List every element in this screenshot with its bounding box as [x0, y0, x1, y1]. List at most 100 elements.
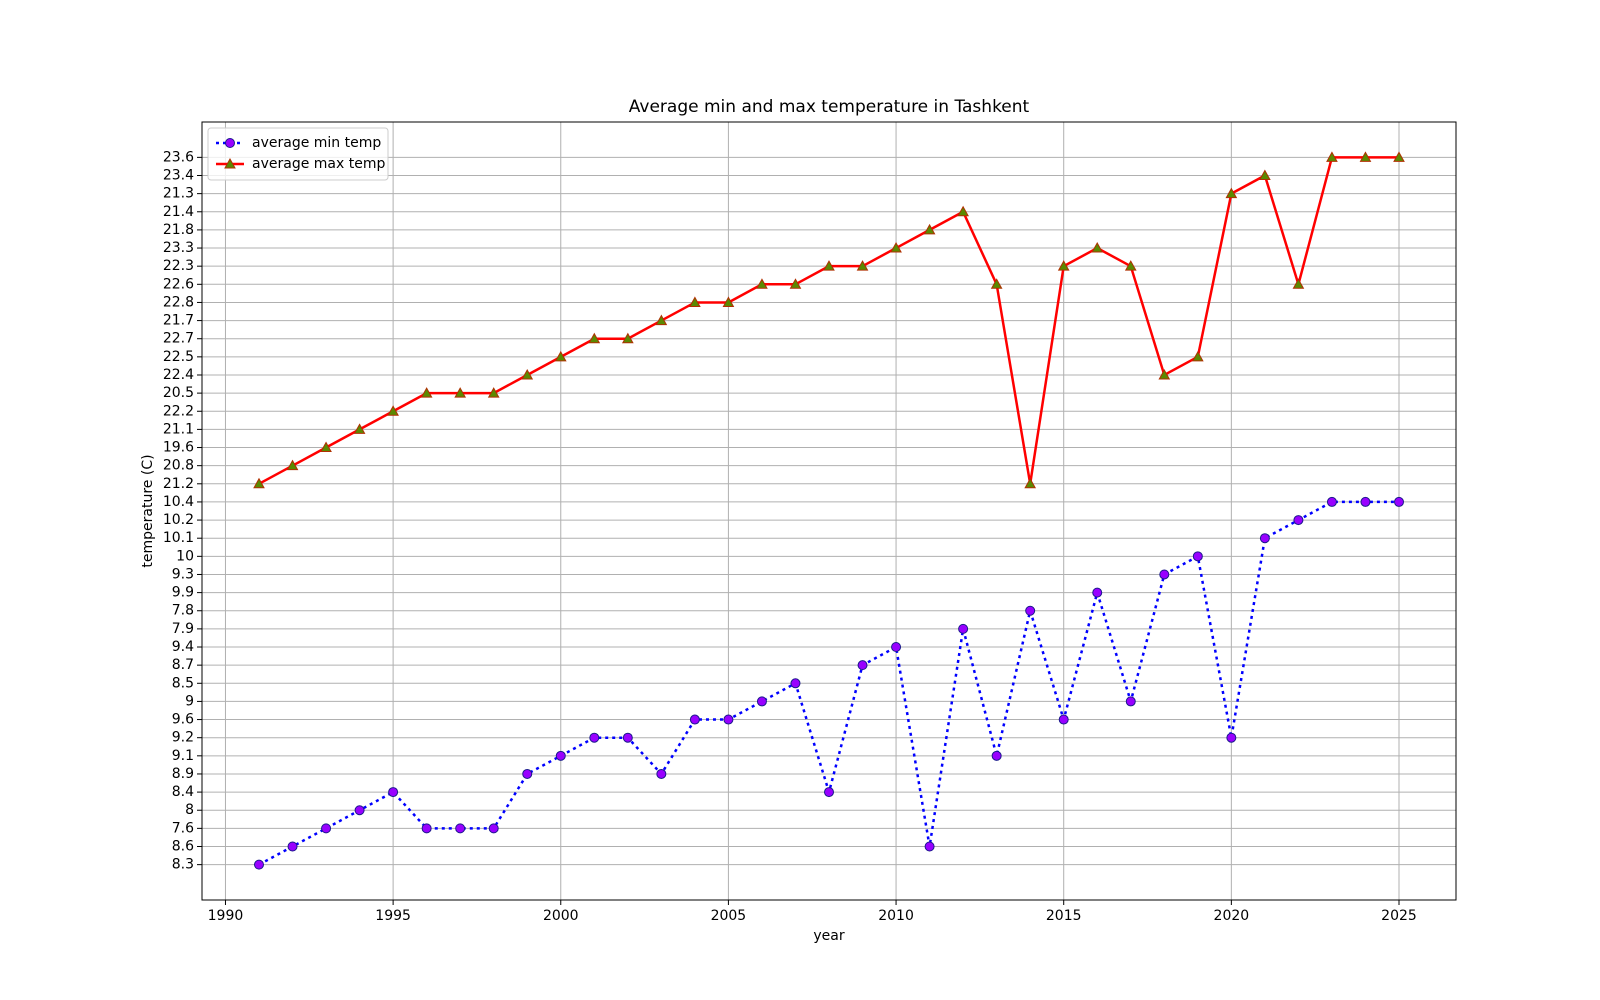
marker [354, 805, 365, 816]
marker [1326, 151, 1338, 162]
marker [555, 750, 566, 761]
marker [891, 642, 902, 653]
marker [1292, 278, 1305, 289]
y-tick-label: 22.8 [163, 294, 194, 310]
y-tick-label: 21.1 [163, 421, 194, 437]
y-tick-label: 8.4 [172, 784, 194, 800]
marker [824, 787, 834, 798]
y-tick-label: 21.4 [163, 204, 194, 220]
y-axis-label: temperature (C) [140, 454, 156, 567]
marker [689, 714, 700, 725]
marker [454, 387, 467, 398]
marker [958, 623, 969, 634]
y-tick-label: 8 [185, 802, 194, 818]
y-tick-label: 10.1 [163, 530, 194, 546]
marker [1226, 732, 1237, 743]
marker [723, 714, 734, 725]
y-tick-label: 23.6 [163, 149, 194, 165]
x-axis-label: year [813, 928, 844, 944]
marker [1057, 260, 1070, 271]
marker [488, 823, 499, 834]
y-tick-label: 22.2 [163, 403, 194, 419]
y-tick-label: 10 [176, 548, 194, 564]
y-tick-label: 20.5 [163, 385, 194, 401]
marker [756, 278, 768, 289]
marker [320, 441, 332, 453]
y-tick-label: 8.9 [172, 766, 194, 782]
marker [286, 459, 299, 471]
marker [622, 732, 633, 743]
marker [1091, 242, 1104, 253]
marker [857, 660, 868, 671]
y-tick-label: 22.7 [163, 331, 194, 347]
x-tick-label: 2005 [711, 908, 747, 924]
y-tick-label: 9.2 [172, 730, 194, 746]
marker [923, 223, 936, 235]
marker [1394, 496, 1404, 507]
y-tick-label: 8.3 [172, 857, 194, 873]
marker [1124, 260, 1137, 271]
y-tick-label: 8.6 [172, 839, 194, 855]
y-tick-label: 21.3 [163, 186, 194, 202]
legend-label: average max temp [252, 156, 385, 172]
legend-marker [224, 157, 236, 169]
marker [1058, 714, 1069, 725]
marker [1326, 496, 1337, 507]
marker [621, 332, 634, 344]
chart-title: Average min and max temperature in Tashk… [629, 97, 1030, 117]
x-tick-label: 1995 [375, 908, 411, 924]
marker [1092, 587, 1103, 598]
y-tick-label: 21.2 [163, 476, 194, 492]
marker [388, 787, 399, 798]
legend-box [207, 127, 389, 181]
marker [287, 841, 298, 852]
marker [254, 859, 264, 870]
marker [522, 768, 533, 779]
y-tick-label: 7.8 [172, 603, 194, 619]
x-tick-label: 1990 [208, 908, 244, 924]
y-tick-label: 7.6 [172, 820, 194, 836]
x-tick-label: 2015 [1046, 908, 1082, 924]
marker [1191, 350, 1204, 362]
marker [420, 387, 433, 398]
y-tick-label: 9 [185, 693, 194, 709]
y-tick-label: 8.7 [172, 657, 194, 673]
y-tick-label: 10.2 [163, 512, 194, 528]
marker [1225, 187, 1238, 199]
marker [1125, 696, 1136, 707]
marker [856, 260, 869, 271]
marker [789, 278, 802, 289]
marker [321, 823, 332, 834]
marker [521, 368, 534, 380]
marker [655, 314, 668, 326]
y-tick-label: 8.5 [172, 675, 194, 691]
marker [1158, 368, 1171, 380]
marker [387, 405, 399, 416]
marker [554, 350, 567, 362]
marker [924, 841, 935, 852]
y-tick-label: 23.3 [163, 240, 194, 256]
marker [656, 768, 667, 779]
marker [588, 332, 601, 344]
marker [1259, 169, 1271, 180]
marker [957, 205, 969, 217]
x-tick-label: 2000 [543, 908, 579, 924]
y-tick-label: 10.4 [163, 494, 194, 510]
y-tick-label: 9.9 [172, 585, 194, 601]
marker [890, 242, 902, 253]
marker [823, 260, 835, 271]
y-tick-label: 19.6 [163, 440, 194, 456]
x-tick-label: 2010 [878, 908, 914, 924]
marker [1393, 151, 1405, 162]
marker [689, 296, 701, 307]
marker [487, 387, 500, 398]
marker [253, 477, 265, 489]
marker [722, 296, 735, 307]
marker [1025, 605, 1036, 616]
y-tick-label: 9.6 [172, 712, 194, 728]
y-tick-label: 22.6 [163, 276, 194, 292]
marker [1359, 151, 1372, 162]
marker [421, 823, 432, 834]
y-tick-label: 9.3 [172, 566, 194, 582]
